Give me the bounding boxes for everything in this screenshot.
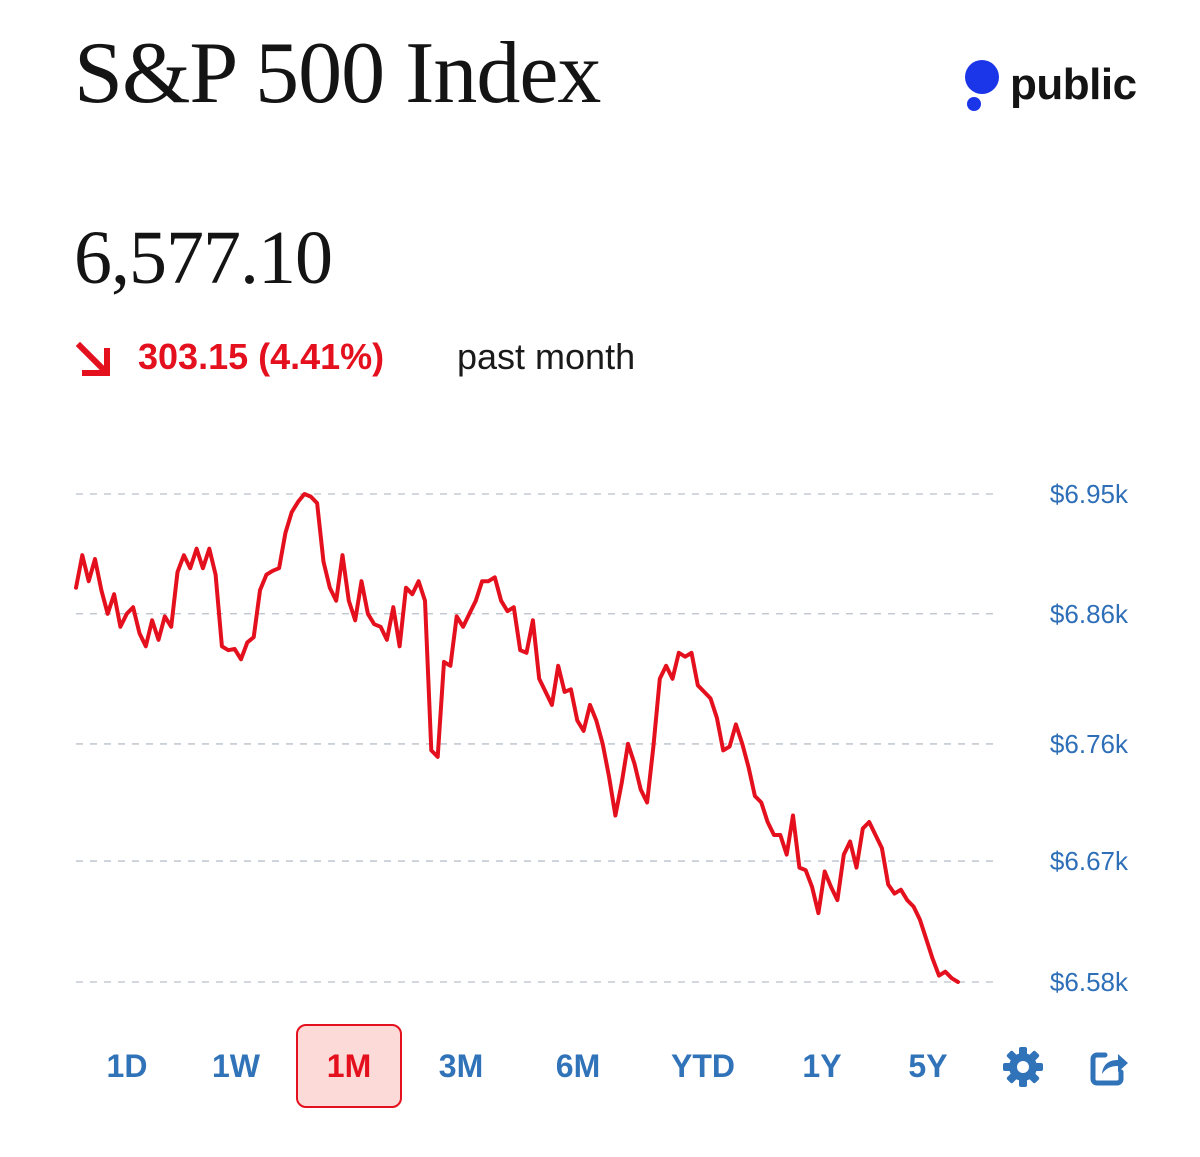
range-1d[interactable]: 1D [106,1047,148,1084]
current-price: 6,577.10 [74,216,333,300]
gear-icon[interactable] [1002,1046,1044,1088]
share-icon[interactable] [1088,1046,1130,1088]
y-tick-label: $6.86k [1050,599,1129,629]
range-6m[interactable]: 6M [555,1047,601,1084]
y-tick-label: $6.95k [1050,479,1129,509]
change-amount: 303.15 (4.41%) [138,336,385,377]
y-tick-label: $6.58k [1050,967,1129,997]
range-3m[interactable]: 3M [438,1047,484,1084]
y-tick-label: $6.76k [1050,729,1129,759]
range-5y[interactable]: 5Y [908,1047,948,1084]
range-1m[interactable]: 1M [296,1024,402,1108]
time-range-selector: 1D 1W 1M 3M 6M YTD 1Y 5Y [70,1024,1150,1110]
public-logo-icon [965,60,999,111]
arrow-down-right-icon [75,341,110,376]
price-chart[interactable]: $6.95k $6.86k $6.76k $6.67k $6.58k [0,470,1200,1010]
brand-name: public [1010,60,1137,109]
range-ytd[interactable]: YTD [671,1047,735,1084]
price-series-line [74,492,960,984]
range-1y[interactable]: 1Y [802,1047,842,1084]
range-1w[interactable]: 1W [212,1047,260,1084]
y-tick-label: $6.67k [1050,846,1129,876]
page-title: S&P 500 Index [74,25,601,122]
change-period: past month [457,336,636,377]
